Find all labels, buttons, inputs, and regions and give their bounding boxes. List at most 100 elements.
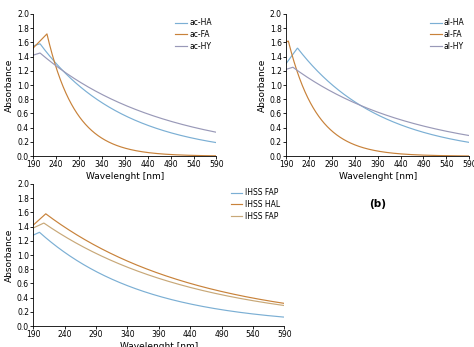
Line: ac-HA: ac-HA (33, 44, 217, 143)
al-HA (294, 46, 300, 50)
IHSS HAL (43, 212, 49, 216)
al-HA (421, 130, 427, 135)
ac-HY (214, 130, 219, 134)
ac-HA (37, 42, 43, 46)
al-HA (283, 62, 289, 66)
IHSS FAP (30, 233, 36, 237)
Legend: IHSS FAP, IHSS HAL, IHSS FAP: IHSS FAP, IHSS HAL, IHSS FAP (230, 188, 281, 222)
ac-FA (63, 91, 69, 95)
ac-HY (30, 53, 36, 57)
ac-HA (114, 109, 119, 113)
ac-HY (114, 99, 119, 103)
al-HY (290, 65, 296, 69)
al-FA (283, 40, 289, 44)
IHSS HAL (145, 267, 150, 271)
Text: (b): (b) (369, 199, 386, 209)
al-HY (406, 120, 411, 124)
Line: al-HY: al-HY (286, 67, 469, 136)
IHSS FAP (95, 252, 101, 256)
IHSS HAL (95, 245, 101, 249)
IHSS HAL (199, 285, 204, 289)
ac-FA (114, 143, 119, 147)
ac-FA (138, 150, 144, 154)
ac-HY (138, 110, 144, 114)
IHSS HAL (179, 279, 184, 283)
Line: IHSS HAL: IHSS HAL (33, 214, 284, 303)
al-HY (366, 107, 372, 111)
Y-axis label: Absorbance: Absorbance (5, 228, 14, 282)
ac-FA (78, 116, 83, 120)
IHSS FAP (282, 304, 287, 308)
al-HY (392, 116, 397, 120)
ac-HA (78, 85, 83, 89)
al-FA (285, 39, 291, 43)
al-HA (330, 84, 336, 88)
al-FA (366, 147, 372, 151)
al-HA (466, 140, 472, 144)
IHSS FAP (30, 226, 36, 230)
IHSS FAP (282, 315, 287, 319)
X-axis label: Wavelenght [nm]: Wavelenght [nm] (338, 172, 417, 181)
ac-HA (63, 72, 69, 76)
ac-HY (63, 71, 69, 75)
Text: (a): (a) (117, 199, 133, 209)
IHSS FAP (75, 242, 81, 246)
al-HY (316, 82, 321, 86)
IHSS HAL (75, 234, 81, 238)
IHSS HAL (282, 301, 287, 305)
IHSS HAL (30, 223, 36, 227)
ac-HA (153, 126, 159, 130)
IHSS FAP (220, 293, 226, 297)
Line: al-FA: al-FA (286, 41, 469, 156)
X-axis label: Wavelenght [nm]: Wavelenght [nm] (119, 342, 198, 347)
ac-HA (138, 121, 144, 125)
IHSS FAP (41, 221, 46, 225)
ac-FA (30, 46, 36, 50)
ac-FA (214, 154, 219, 158)
IHSS FAP (199, 304, 204, 308)
al-FA (330, 130, 336, 134)
al-HA (316, 70, 321, 75)
IHSS HAL (220, 290, 226, 294)
IHSS FAP (220, 308, 226, 312)
ac-HA (214, 141, 219, 145)
ac-HY (37, 51, 43, 55)
ac-HA (30, 44, 36, 48)
al-HY (283, 67, 289, 71)
X-axis label: Wavelenght [nm]: Wavelenght [nm] (86, 172, 164, 181)
Y-axis label: Absorbance: Absorbance (5, 58, 14, 112)
Line: ac-FA: ac-FA (33, 34, 217, 156)
IHSS FAP (75, 259, 81, 263)
al-FA (406, 152, 411, 156)
al-HA (366, 108, 372, 112)
Line: al-HA: al-HA (286, 48, 469, 142)
al-HY (466, 134, 472, 138)
Legend: ac-HA, ac-FA, ac-HY: ac-HA, ac-FA, ac-HY (175, 18, 212, 52)
IHSS FAP (179, 300, 184, 304)
IHSS FAP (199, 288, 204, 292)
al-HA (406, 126, 411, 130)
IHSS FAP (95, 271, 101, 275)
IHSS FAP (145, 272, 150, 277)
al-FA (316, 114, 321, 118)
IHSS FAP (36, 230, 42, 234)
ac-FA (169, 152, 174, 156)
IHSS FAP (145, 290, 150, 295)
ac-FA (153, 151, 159, 155)
al-FA (466, 154, 472, 158)
IHSS FAP (179, 283, 184, 287)
Line: IHSS FAP: IHSS FAP (33, 223, 284, 306)
Line: IHSS FAP: IHSS FAP (33, 232, 284, 317)
Y-axis label: Absorbance: Absorbance (258, 58, 267, 112)
Legend: al-HA, al-FA, al-HY: al-HA, al-FA, al-HY (429, 18, 465, 52)
Line: ac-HY: ac-HY (33, 53, 217, 132)
ac-HY (153, 115, 159, 119)
ac-HA (169, 131, 174, 135)
al-FA (392, 151, 397, 155)
al-FA (421, 153, 427, 157)
ac-HY (169, 119, 174, 124)
ac-FA (44, 32, 50, 36)
al-HY (330, 91, 336, 95)
al-HY (421, 124, 427, 128)
ac-HY (78, 81, 83, 85)
